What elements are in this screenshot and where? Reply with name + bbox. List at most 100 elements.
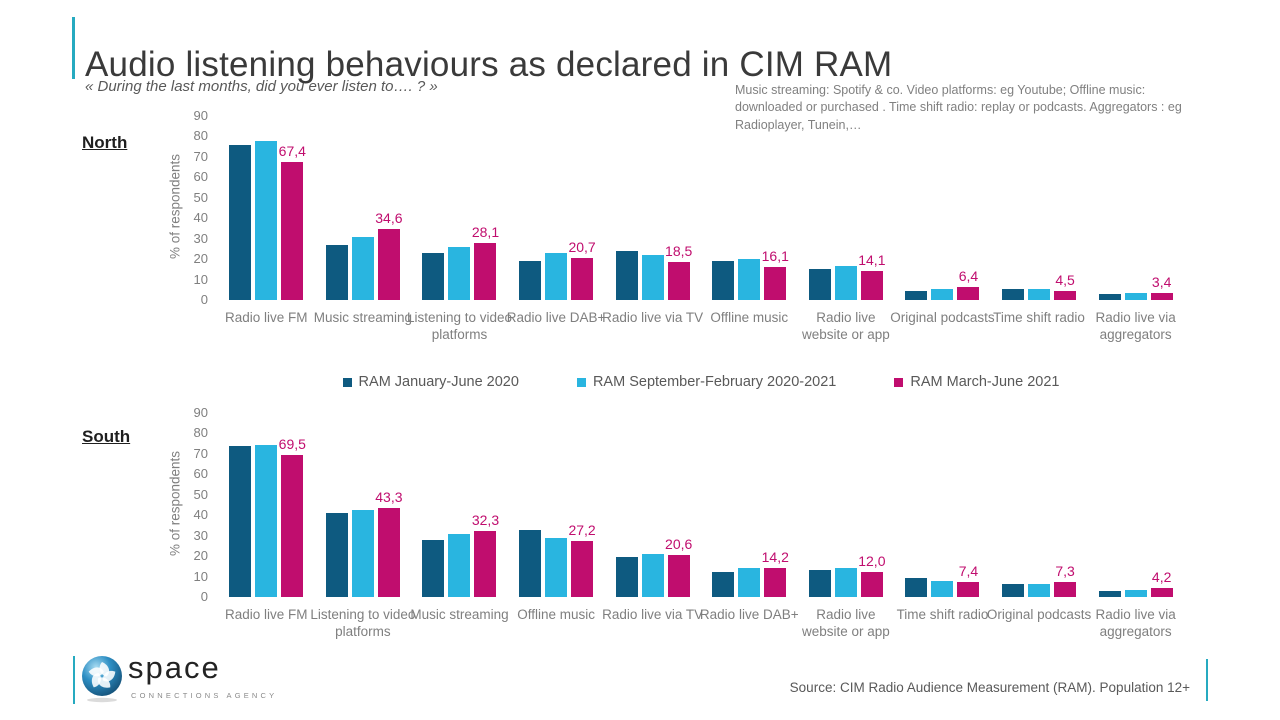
category-label: Listening to video platforms	[310, 607, 416, 640]
data-label: 20,7	[568, 238, 596, 255]
bar-series-2	[641, 554, 664, 597]
bar-group: 69,5 Radio live FM	[218, 413, 315, 622]
bar-series-1	[1098, 293, 1121, 300]
bar-series-1	[422, 539, 445, 597]
data-label: 4,5	[1055, 271, 1075, 288]
bar-cluster: 67,4	[229, 140, 306, 300]
space-logo-tagline: CONNECTIONS AGENCY	[131, 691, 278, 700]
y-tick-label: 90	[193, 108, 208, 123]
bar-series-2	[738, 568, 761, 597]
bar-series-3: 14,2	[762, 549, 789, 597]
bar-group: 3,4 Radio live via aggregators	[1087, 116, 1184, 342]
source-note: Source: CIM Radio Audience Measurement (…	[789, 680, 1190, 695]
bar-series-2	[448, 246, 471, 300]
bar-series-3: 3,4	[1150, 274, 1173, 300]
y-tick-label: 20	[193, 548, 208, 564]
bar-group: 4,5 Time shift radio	[991, 116, 1088, 325]
bar-series-2	[834, 568, 857, 597]
bar-series-1	[615, 250, 638, 300]
category-label: Radio live via TV	[602, 607, 704, 622]
bar-series-1	[1098, 590, 1121, 597]
bar-series-3: 43,3	[375, 489, 403, 597]
legend-item-period2: RAM September-February 2020-2021	[576, 374, 836, 390]
bar-series-2	[1124, 293, 1147, 300]
category-label: Radio live FM	[225, 310, 308, 325]
bar-series-3: 18,5	[665, 243, 692, 300]
y-tick-label: 60	[193, 466, 208, 482]
bar-series-3: 6,4	[957, 268, 980, 300]
category-label: Original podcasts	[890, 310, 995, 325]
bar-cluster: 16,1	[712, 248, 789, 300]
data-label: 3,4	[1151, 274, 1172, 291]
data-label: 16,1	[761, 248, 789, 265]
bar-series-2	[255, 444, 278, 597]
bar-cluster: 6,4	[905, 268, 980, 300]
bar-cluster: 7,4	[905, 563, 980, 597]
y-tick-label: 30	[193, 230, 208, 246]
y-tick-label: 40	[193, 507, 208, 523]
bar-cluster: 32,3	[422, 512, 499, 597]
bar-cluster: 14,2	[712, 549, 789, 597]
data-label: 27,2	[568, 522, 596, 539]
y-tick-label: 90	[193, 405, 208, 420]
data-label: 7,4	[958, 562, 979, 579]
chart-legend: RAM January-June 2020 RAM September-Febr…	[218, 374, 1184, 390]
bar-cluster: 3,4	[1098, 274, 1173, 300]
y-tick-label: 10	[193, 271, 208, 287]
bar-series-2	[641, 255, 664, 300]
bar-series-1	[325, 513, 348, 597]
legend-swatch-period1-icon	[342, 377, 352, 387]
bar-series-3: 12,0	[858, 553, 885, 597]
bar-series-1	[519, 529, 542, 597]
bar-series-3: 27,2	[568, 522, 596, 597]
bar-series-1	[712, 572, 735, 597]
bar-group: 32,3 Music streaming	[410, 413, 508, 622]
bar-group: 16,1 Offline music	[701, 116, 798, 325]
footer-accent-line-left	[73, 656, 75, 704]
data-label: 28,1	[471, 223, 500, 240]
bar-series-3: 32,3	[472, 512, 499, 597]
bar-group: 20,6 Radio live via TV	[602, 413, 703, 622]
subtitle-question: « During the last months, did you ever l…	[85, 78, 438, 95]
y-tick-label: 0	[200, 292, 208, 307]
data-label: 69,5	[278, 435, 306, 452]
category-label: Radio live via aggregators	[1095, 310, 1176, 343]
category-label: Listening to video platforms	[406, 310, 513, 343]
bar-cluster: 12,0	[808, 553, 885, 597]
title-accent-bar	[72, 17, 75, 79]
bar-series-1	[325, 244, 348, 300]
region-label-south: South	[82, 427, 131, 446]
data-label: 34,6	[375, 210, 403, 227]
bar-series-2	[1028, 583, 1051, 597]
bar-group: 7,3 Original podcasts	[987, 413, 1091, 622]
bar-group: 14,1 Radio live website or app	[798, 116, 895, 342]
footer-accent-line-right	[1206, 659, 1208, 701]
bar-series-3: 34,6	[375, 210, 403, 300]
y-tick-label: 50	[193, 189, 208, 205]
bar-series-3: 4,2	[1150, 569, 1173, 597]
bar-series-1	[905, 290, 928, 300]
category-label: Radio live website or app	[801, 310, 890, 343]
bar-series-3: 69,5	[279, 436, 306, 597]
bar-series-3: 7,3	[1054, 563, 1077, 597]
bar-series-2	[834, 266, 857, 300]
bar-cluster: 20,6	[615, 536, 692, 597]
bar-series-2	[931, 288, 954, 300]
y-tick-label: 30	[193, 527, 208, 543]
bar-cluster: 28,1	[422, 224, 499, 300]
bar-series-3: 14,1	[858, 252, 885, 300]
bar-cluster: 18,5	[615, 243, 692, 300]
bar-cluster: 43,3	[325, 489, 403, 597]
bar-series-2	[351, 236, 374, 300]
definitions-note: Music streaming: Spotify & co. Video pla…	[735, 83, 1182, 132]
bar-series-2	[1124, 590, 1147, 597]
bar-cluster: 4,2	[1098, 569, 1173, 597]
data-label: 14,2	[761, 548, 789, 565]
bar-group: 27,2 Offline music	[508, 413, 605, 622]
category-label: Radio live DAB+	[506, 310, 606, 325]
bar-group: 7,4 Time shift radio	[894, 413, 991, 622]
bar-series-2	[545, 537, 568, 597]
bar-group: 20,7 Radio live DAB+	[507, 116, 606, 325]
bar-cluster: 4,5	[1002, 272, 1077, 300]
bar-series-2	[738, 259, 761, 300]
